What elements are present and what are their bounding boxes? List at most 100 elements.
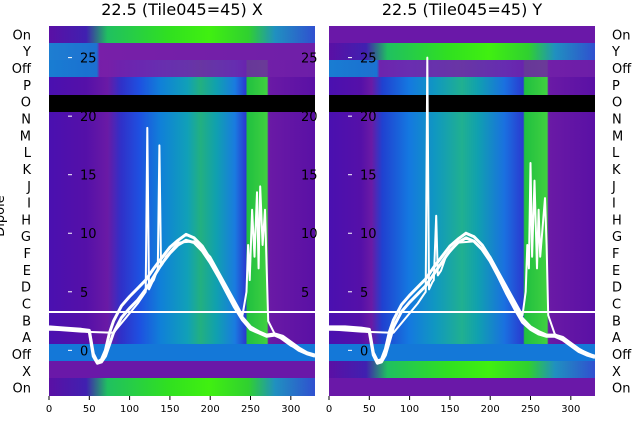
y-tick-label-overlap: 25 xyxy=(301,52,318,67)
heatmap-background xyxy=(329,26,595,396)
y-tick-label-overlap: 5 xyxy=(301,286,309,301)
dipole-label: P xyxy=(23,79,31,94)
x-tick-label: 100 xyxy=(120,404,139,415)
dipole-label: H xyxy=(21,213,31,228)
dipole-label: K xyxy=(22,163,31,178)
dipole-label: On xyxy=(612,28,630,43)
y-tick-label: 25 xyxy=(360,52,377,67)
x-tick-label: 150 xyxy=(440,404,459,415)
y-ticks-y: 25 20 15 10 5 0 xyxy=(348,52,377,359)
series-line-2 xyxy=(329,56,595,358)
x-tick-label: 300 xyxy=(561,404,580,415)
dipole-label: M xyxy=(20,129,31,144)
x-tick-label: 200 xyxy=(201,404,220,415)
dipole-label: A xyxy=(612,331,621,346)
heatmap-row-on-top xyxy=(329,26,595,43)
x-tick-label: 250 xyxy=(241,404,260,415)
dipole-label: Off xyxy=(612,348,632,363)
dipole-label: A xyxy=(22,331,31,346)
x-tick-label: 300 xyxy=(281,404,300,415)
y-tick-label: 25 xyxy=(80,52,97,67)
dipole-label: E xyxy=(23,264,31,279)
dipole-label: X xyxy=(22,365,31,380)
dipole-label: D xyxy=(612,281,622,296)
dipole-label: Y xyxy=(611,45,620,60)
heatmap-row-on-bottom xyxy=(49,378,315,396)
heatmap-background xyxy=(49,26,315,396)
dipole-label: C xyxy=(612,298,621,313)
y-tick-label-overlap: 15 xyxy=(301,169,318,184)
x-ticks-y: 0 50 100 150 200 250 300 xyxy=(326,396,580,415)
y-tick-label: 0 xyxy=(360,344,368,359)
dipole-label: L xyxy=(24,146,32,161)
overlay-lines-y xyxy=(329,56,595,365)
dipole-label: I xyxy=(612,197,616,212)
dipole-label: X xyxy=(612,365,621,380)
y-tick-label: 10 xyxy=(80,227,97,242)
y-tick-label: 20 xyxy=(80,110,97,125)
y-tick-label-overlap: 10 xyxy=(301,227,318,242)
dipole-label: Off xyxy=(612,62,632,77)
heatmap-row-off-top xyxy=(329,60,595,77)
dipole-label: H xyxy=(612,213,622,228)
y-tick-label: 15 xyxy=(360,169,377,184)
dipole-label: B xyxy=(22,314,31,329)
dipole-label: D xyxy=(21,281,31,296)
y-tick-label: 20 xyxy=(360,110,377,125)
x-tick-label: 100 xyxy=(400,404,419,415)
dipole-label: M xyxy=(612,129,623,144)
y-tick-label: 5 xyxy=(80,286,88,301)
dipole-label: On xyxy=(13,28,31,43)
x-tick-label: 250 xyxy=(521,404,540,415)
heatmap-row-off-bottom xyxy=(329,344,595,361)
overlay-lines-x xyxy=(49,126,315,365)
series-line-1 xyxy=(329,231,595,363)
heatmap-row-off-top xyxy=(49,43,315,77)
y-tick-label-overlap: 20 xyxy=(301,110,318,125)
dipole-label: N xyxy=(612,113,622,128)
dipole-label: N xyxy=(21,113,31,128)
dipole-label: On xyxy=(13,382,31,397)
heatmap-row-x-bottom xyxy=(49,361,315,378)
y-axis-label: Dipole xyxy=(0,195,8,236)
chart-title-x: 22.5 (Tile045=45) X xyxy=(101,0,263,19)
x-ticks-x: 0 50 100 150 200 250 300 xyxy=(46,396,300,415)
heatmap-row-off-bottom xyxy=(49,344,315,361)
y-ticks-x: 25 25 20 20 15 15 10 10 5 5 0 xyxy=(68,52,318,359)
heatmap-row-black-o xyxy=(329,95,595,112)
dipole-label: L xyxy=(612,146,620,161)
dipole-label: B xyxy=(612,314,621,329)
dipole-label: F xyxy=(612,247,619,262)
dipole-label: O xyxy=(612,96,622,111)
x-tick-label: 200 xyxy=(481,404,500,415)
dipole-label: K xyxy=(612,163,621,178)
dipole-label: C xyxy=(22,298,31,313)
dipole-label: G xyxy=(612,230,622,245)
dipole-label: E xyxy=(612,264,620,279)
dipole-label: P xyxy=(612,79,620,94)
x-tick-label: 0 xyxy=(326,404,332,415)
x-tick-label: 50 xyxy=(83,404,96,415)
heatmap-row-on-top xyxy=(49,26,315,43)
dipole-label: J xyxy=(611,180,616,195)
series-line-1 xyxy=(49,232,315,364)
heatmap-row-on-bottom xyxy=(329,378,595,396)
y-tick-label: 0 xyxy=(80,344,88,359)
x-tick-label: 0 xyxy=(46,404,52,415)
y-tick-label: 15 xyxy=(80,169,97,184)
dipole-label: Off xyxy=(12,348,32,363)
dipole-label: O xyxy=(21,96,31,111)
chart-title-y: 22.5 (Tile045=45) Y xyxy=(382,0,543,19)
heatmap-panel-y: 22.5 (Tile045=45) Y 25 20 15 10 50 0 50 100 150… xyxy=(326,0,632,415)
dipole-label: On xyxy=(612,382,630,397)
heatmap-row-x-bottom xyxy=(329,361,595,378)
y-tick-label: 10 xyxy=(360,227,377,242)
heatmap-row-y xyxy=(329,43,595,60)
dipole-label: Off xyxy=(12,62,32,77)
x-tick-label: 150 xyxy=(160,404,179,415)
dipole-label: J xyxy=(26,180,31,195)
x-tick-label: 50 xyxy=(363,404,376,415)
